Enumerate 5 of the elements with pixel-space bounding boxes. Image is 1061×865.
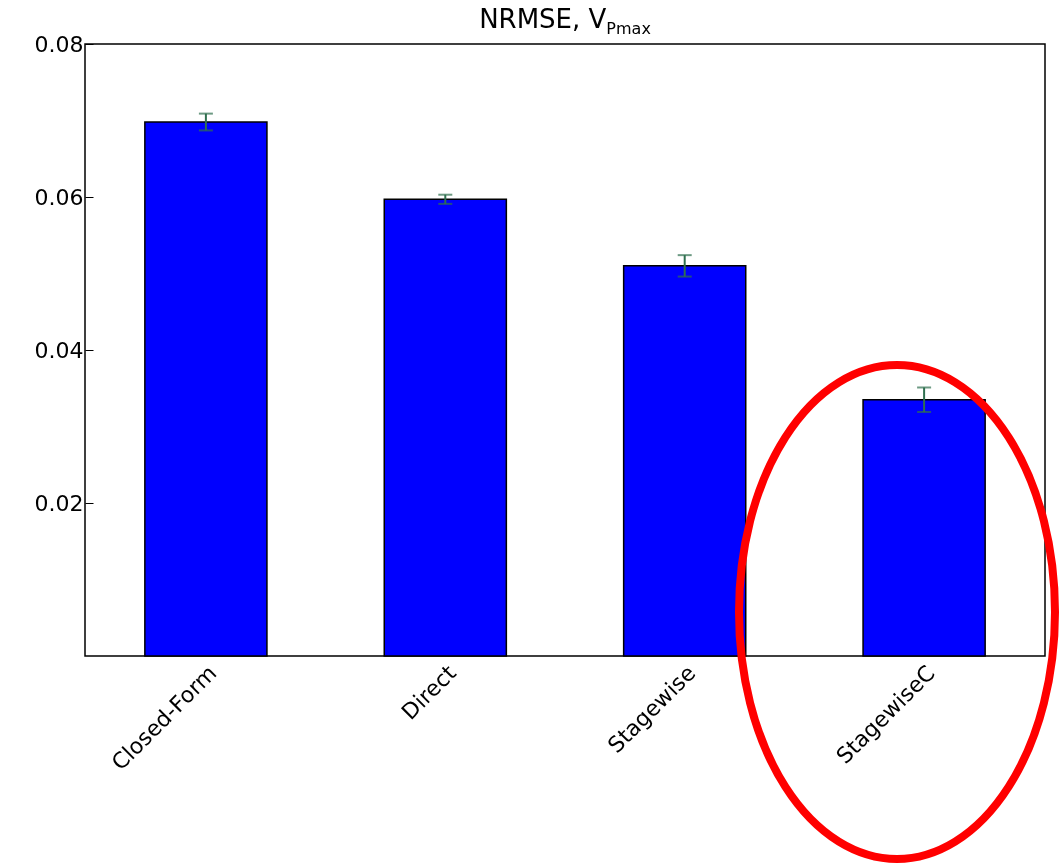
y-tick-label: 0.04 bbox=[34, 337, 84, 363]
y-tick-label: 0.08 bbox=[34, 31, 84, 57]
y-tick-label: 0.02 bbox=[34, 490, 84, 516]
y-tick-label: 0.06 bbox=[34, 184, 84, 210]
chart-title: NRMSE, V$_{Pmax}$ bbox=[478, 4, 652, 39]
